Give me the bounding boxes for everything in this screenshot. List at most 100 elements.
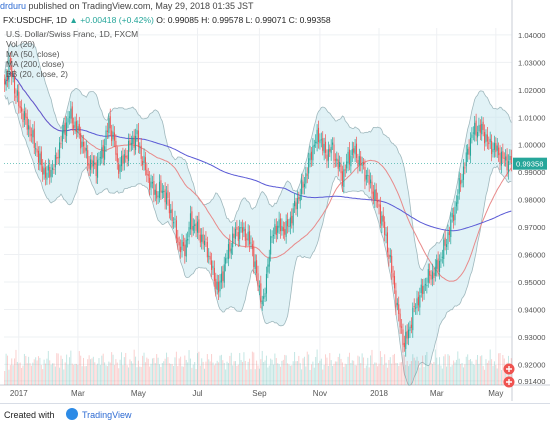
volume-bar [49, 360, 51, 385]
candle-body [420, 284, 422, 294]
candle-body [42, 166, 44, 175]
volume-bar [485, 359, 487, 385]
volume-bar [313, 367, 315, 385]
volume-bar [474, 364, 476, 385]
candle-body [382, 214, 384, 222]
candle-body [249, 231, 251, 245]
volume-bar [424, 355, 426, 385]
bollinger-band [4, 42, 512, 386]
candle-body [208, 255, 210, 257]
volume-bar [163, 361, 165, 385]
candle-body [327, 149, 329, 161]
candle-body [150, 181, 152, 188]
candle-body [460, 180, 462, 185]
volume-bar [208, 359, 210, 385]
candle-body [448, 231, 450, 236]
candle-body [240, 227, 242, 229]
author-name[interactable]: drduru [0, 1, 27, 11]
candle-body [22, 113, 24, 123]
candle-body [476, 131, 479, 138]
volume-bar [140, 366, 142, 385]
candle-body [447, 232, 449, 245]
volume-bar [35, 357, 37, 385]
candle-body [116, 153, 118, 163]
legend-bb[interactable]: BB (20, close, 2) [6, 69, 68, 79]
candle-body [416, 298, 418, 309]
candle-body [201, 234, 203, 242]
volume-bar [354, 365, 356, 385]
volume-bar [436, 357, 438, 385]
candle-body [392, 273, 394, 278]
volume-bar [339, 353, 341, 385]
volume-bar [22, 365, 24, 385]
volume-bar [410, 361, 412, 385]
candle-body [268, 256, 270, 267]
candle-body [157, 195, 159, 197]
tradingview-brand-link[interactable]: TradingView [82, 410, 132, 420]
candle-body [154, 189, 156, 195]
volume-bar [457, 351, 459, 385]
event-marker-icon[interactable] [503, 376, 515, 388]
candle-body [363, 162, 365, 165]
volume-bar [85, 366, 87, 385]
candle-body [320, 139, 322, 141]
candle-body [243, 226, 245, 232]
candle-body [502, 151, 504, 159]
plus-icon [506, 379, 512, 385]
volume-bar [495, 364, 497, 385]
volume-bar [243, 352, 245, 385]
candle-body [244, 228, 246, 241]
volume-bar [136, 367, 138, 385]
legend-volume[interactable]: Vol (20) [6, 39, 35, 49]
candle-body [112, 131, 114, 140]
candle-body [427, 269, 429, 283]
volume-bar [206, 354, 208, 385]
volume-bar [439, 357, 441, 385]
candle-body [46, 172, 48, 180]
volume-bar [205, 361, 207, 385]
volume-bar [292, 361, 294, 385]
candle-body [261, 300, 263, 305]
candle-body [229, 241, 231, 252]
volume-bar [499, 353, 501, 385]
candle-body [102, 145, 104, 158]
symbol-label[interactable]: FX:USDCHF, 1D [3, 15, 67, 25]
candle-body [474, 122, 476, 135]
candle-body [66, 122, 68, 137]
legend-ma200[interactable]: MA (200, close) [6, 59, 65, 69]
candle-body [109, 116, 111, 129]
candle-body [218, 281, 220, 293]
legend-ma50[interactable]: MA (50, close) [6, 49, 60, 59]
ma200-line [4, 72, 512, 232]
candle-body [330, 146, 332, 154]
bb-fill [4, 43, 512, 386]
event-marker-icon[interactable] [503, 363, 515, 375]
volume-bar [60, 355, 62, 385]
candle-body [455, 202, 457, 207]
candle-body [267, 264, 269, 273]
candle-body [250, 242, 252, 244]
candle-body [281, 225, 283, 232]
volume-bar [164, 358, 166, 385]
volume-bar [444, 354, 446, 385]
candle-body [227, 244, 229, 260]
candle-body [73, 125, 75, 129]
volume-bar [192, 364, 194, 385]
candle-body [493, 142, 495, 150]
candle-body [469, 137, 472, 156]
tradingview-logo-icon[interactable] [66, 408, 78, 420]
candle-body [132, 137, 134, 145]
candle-body [312, 145, 314, 161]
volume-bar [287, 363, 289, 385]
volume-bar [450, 366, 452, 385]
candle-body [371, 181, 373, 194]
y-tick-label: 0.93000 [518, 333, 545, 342]
volume-bar [382, 365, 384, 385]
price-chart[interactable]: 1.04000 1.03000 1.02000 1.01000 1.00000 0.990… [0, 0, 550, 403]
volume-bar [101, 355, 103, 385]
volume-bar [502, 354, 504, 385]
volume-bar [160, 366, 162, 385]
candle-body [264, 293, 266, 298]
candle-body [436, 260, 438, 269]
candle-body [505, 156, 507, 161]
